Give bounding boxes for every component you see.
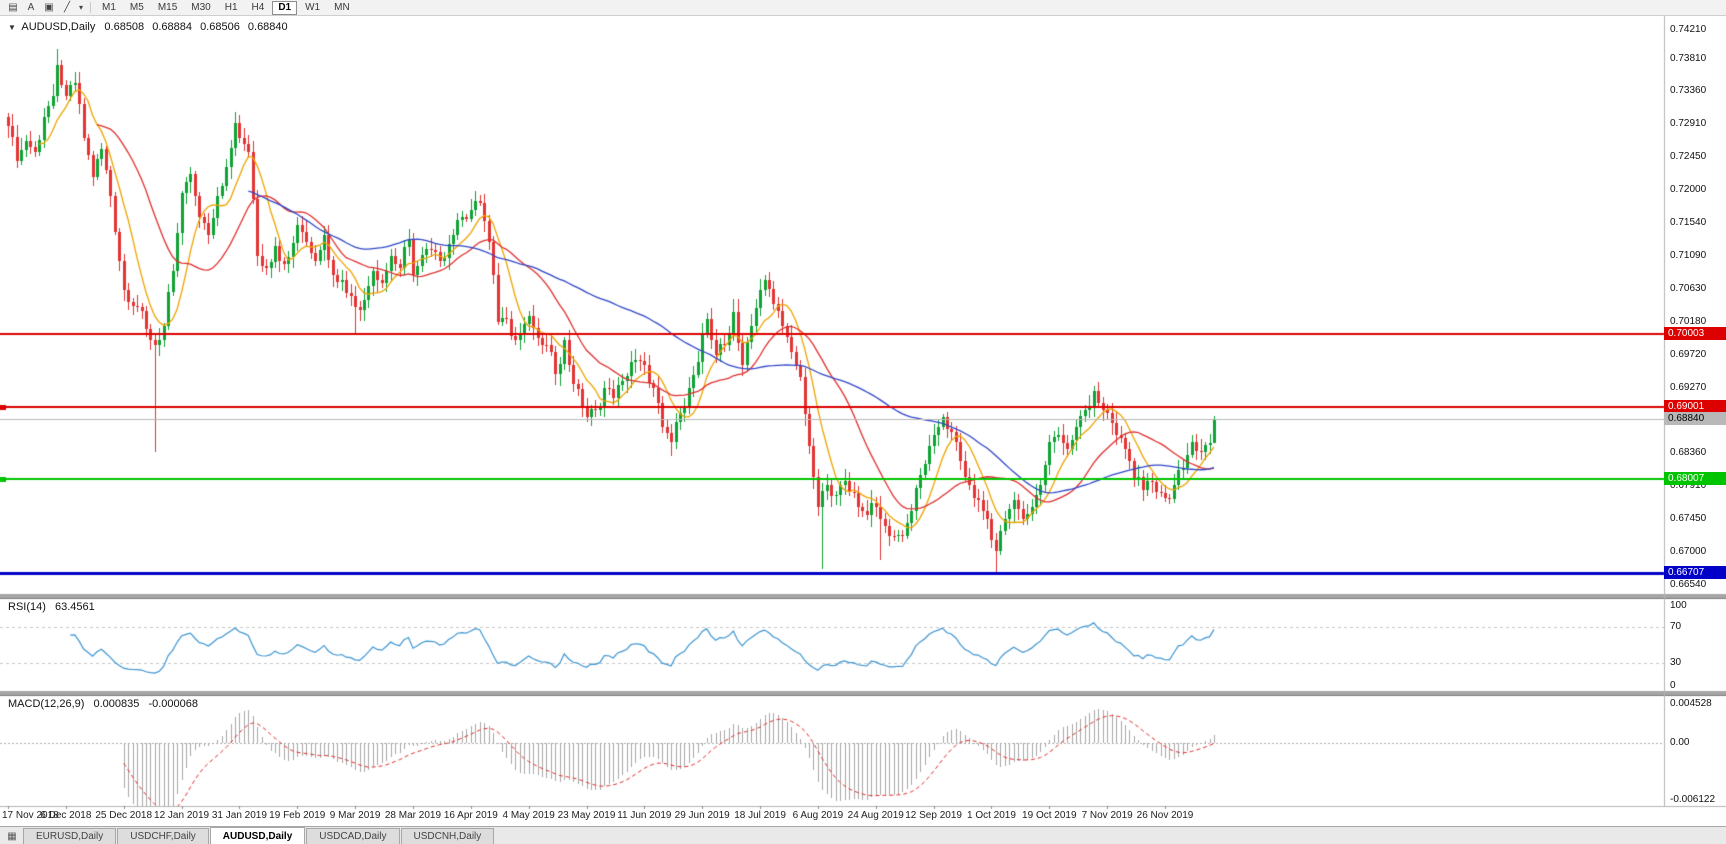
timeframe-button-m1[interactable]: M1 bbox=[102, 2, 116, 13]
hline-price-badge: 0.69001 bbox=[1664, 400, 1726, 413]
price-tick: 0.70630 bbox=[1670, 283, 1707, 295]
windows-icon[interactable]: ▦ bbox=[7, 831, 17, 842]
price-tick: 0.67450 bbox=[1670, 513, 1707, 525]
bottom-tabbar: ▦ EURUSD,Daily USDCHF,Daily AUDUSD,Daily… bbox=[0, 826, 1726, 844]
date-label: 9 Mar 2019 bbox=[329, 810, 381, 821]
price-tick: 0.69720 bbox=[1670, 348, 1707, 360]
rsi-level-label: 30 bbox=[1670, 657, 1682, 669]
dropdown-arrow-icon[interactable]: ▾ bbox=[78, 3, 83, 12]
ohlc-close: 0.68840 bbox=[247, 21, 288, 33]
price-tick: 0.70180 bbox=[1670, 315, 1707, 327]
rsi-name: RSI(14) bbox=[8, 601, 46, 613]
ohlc-high: 0.68884 bbox=[152, 21, 192, 33]
timeframe-button-mn[interactable]: MN bbox=[334, 2, 350, 13]
macd-signal-value: -0.000068 bbox=[148, 698, 198, 710]
ohlc-open: 0.68508 bbox=[104, 21, 145, 33]
template-icon[interactable]: ▣ bbox=[44, 2, 54, 13]
macd-axis-label: 0.00 bbox=[1670, 736, 1690, 748]
price-tick: 0.69270 bbox=[1670, 381, 1707, 393]
macd-axis-label: -0.006122 bbox=[1670, 794, 1716, 805]
macd-main-value: 0.000835 bbox=[93, 698, 140, 710]
tab-usdcnh[interactable]: USDCNH,Daily bbox=[400, 828, 495, 844]
tab-usdchf[interactable]: USDCHF,Daily bbox=[117, 828, 209, 844]
timeframe-button-w1[interactable]: W1 bbox=[305, 2, 321, 13]
timeframe-button-m30[interactable]: M30 bbox=[191, 2, 211, 13]
date-label: 16 Apr 2019 bbox=[443, 810, 498, 821]
toolbar-separator bbox=[90, 2, 91, 13]
price-tick: 0.73810 bbox=[1670, 52, 1707, 64]
date-label: 6 Dec 2018 bbox=[40, 810, 92, 821]
chart-title: ▼ AUDUSD,Daily 0.68508 0.68884 0.68506 0… bbox=[8, 21, 293, 33]
price-tick: 0.72910 bbox=[1670, 117, 1707, 129]
timeframe-button-d1[interactable]: D1 bbox=[272, 0, 298, 15]
date-label: 11 Jun 2019 bbox=[617, 810, 672, 821]
date-label: 25 Dec 2018 bbox=[95, 810, 153, 821]
rsi-level-label: 0 bbox=[1670, 680, 1676, 691]
rsi-value: 63.4561 bbox=[54, 601, 95, 613]
date-label: 4 May 2019 bbox=[502, 810, 555, 821]
date-label: 31 Jan 2019 bbox=[211, 810, 267, 821]
rsi-level-label: 70 bbox=[1670, 620, 1682, 632]
date-label: 12 Jan 2019 bbox=[154, 810, 210, 821]
rsi-indicator-label: RSI(14) 63.4561 bbox=[8, 601, 95, 613]
macd-name: MACD(12,26,9) bbox=[8, 698, 85, 710]
tab-audusd[interactable]: AUDUSD,Daily bbox=[209, 827, 306, 844]
rsi-level-label: 100 bbox=[1670, 600, 1687, 611]
hline-price-badge: 0.66707 bbox=[1664, 566, 1726, 579]
tab-eurusd[interactable]: EURUSD,Daily bbox=[23, 828, 117, 844]
tab-usdcad[interactable]: USDCAD,Daily bbox=[306, 828, 400, 844]
ohlc-low: 0.68506 bbox=[200, 21, 240, 33]
timeframe-button-h1[interactable]: H1 bbox=[224, 2, 238, 13]
macd-axis-label: 0.004528 bbox=[1670, 698, 1712, 709]
date-label: 19 Feb 2019 bbox=[269, 810, 326, 821]
date-label: 7 Nov 2019 bbox=[1081, 810, 1133, 821]
price-tick: 0.71090 bbox=[1670, 249, 1707, 261]
date-label: 1 Oct 2019 bbox=[966, 810, 1016, 821]
timeframe-button-h4[interactable]: H4 bbox=[251, 2, 265, 13]
date-label: 6 Aug 2019 bbox=[792, 810, 844, 821]
date-label: 19 Oct 2019 bbox=[1022, 810, 1077, 821]
date-label: 29 Jun 2019 bbox=[674, 810, 730, 821]
price-tick: 0.66540 bbox=[1670, 579, 1707, 591]
price-tick: 0.67000 bbox=[1670, 545, 1707, 557]
chart-list-icon[interactable]: ▤ bbox=[8, 2, 18, 13]
text-label-icon[interactable]: A bbox=[27, 2, 35, 13]
date-label: 23 May 2019 bbox=[557, 810, 616, 821]
price-tick: 0.74210 bbox=[1670, 23, 1707, 35]
date-label: 26 Nov 2019 bbox=[1136, 810, 1194, 821]
price-tick: 0.72450 bbox=[1670, 151, 1707, 163]
chart-dropdown-icon[interactable]: ▼ bbox=[8, 23, 16, 32]
date-label: 17 Nov 2018 bbox=[2, 810, 59, 821]
date-label: 18 Jul 2019 bbox=[734, 810, 786, 821]
chart-symbol-label: AUDUSD,Daily bbox=[21, 21, 96, 33]
date-label: 28 Mar 2019 bbox=[384, 810, 442, 821]
price-tick: 0.67910 bbox=[1670, 480, 1707, 492]
timeframe-button-m15[interactable]: M15 bbox=[157, 2, 178, 13]
top-toolbar: ▤ A ▣ ╱ ▾ M1 M5 M15 M30 H1 H4 D1 W1 MN bbox=[0, 0, 1726, 16]
timeframe-button-m5[interactable]: M5 bbox=[129, 2, 144, 13]
price-tick: 0.71540 bbox=[1670, 217, 1707, 229]
price-tick: 0.72000 bbox=[1670, 183, 1707, 195]
date-label: 12 Sep 2019 bbox=[905, 810, 962, 821]
price-tick: 0.73360 bbox=[1670, 85, 1707, 97]
hline-price-badge: 0.68007 bbox=[1664, 472, 1726, 485]
date-label: 24 Aug 2019 bbox=[847, 810, 904, 821]
bid-price-badge: 0.68840 bbox=[1664, 412, 1726, 425]
hline-price-badge: 0.70003 bbox=[1664, 327, 1726, 340]
line-studies-icon[interactable]: ╱ bbox=[63, 2, 71, 13]
price-tick: 0.68360 bbox=[1670, 447, 1707, 459]
macd-indicator-label: MACD(12,26,9) 0.000835 -0.000068 bbox=[8, 698, 198, 710]
